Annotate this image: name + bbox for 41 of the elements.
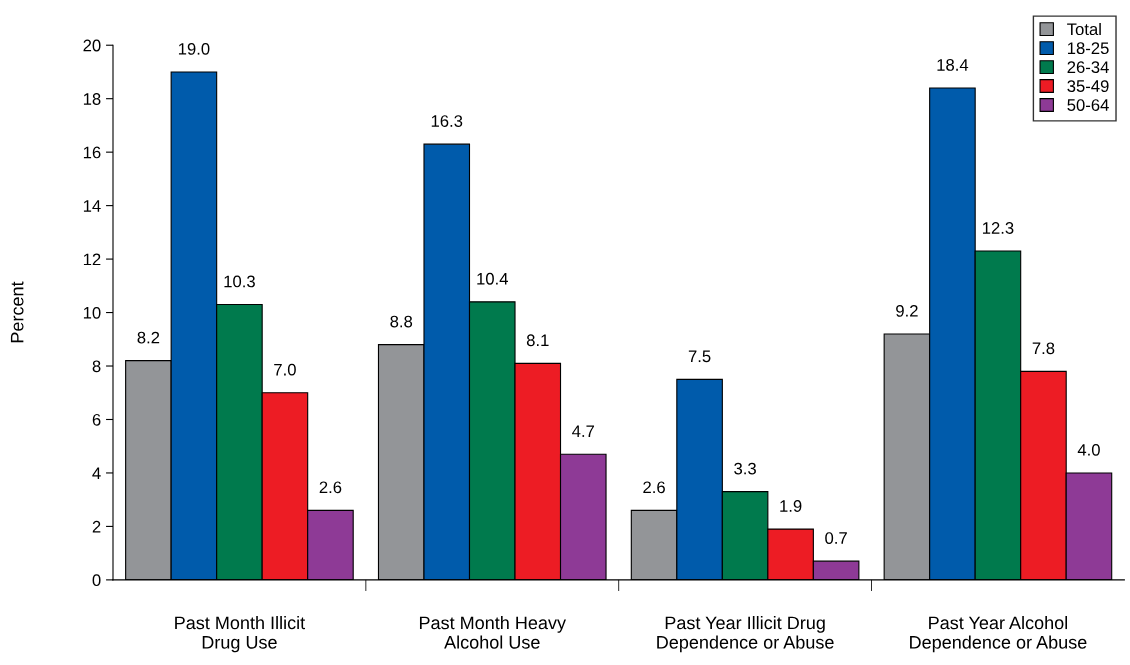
data-label: 7.0 — [274, 363, 296, 376]
data-label: 0.7 — [825, 532, 847, 544]
y-tick-label: 20 — [83, 39, 101, 52]
y-tick-label: 4 — [92, 467, 101, 479]
x-tick-label: Past Month Heavy Alcohol Use — [419, 615, 566, 649]
y-tick-label: 0 — [92, 574, 101, 587]
legend-label: Total — [1067, 22, 1101, 36]
data-label: 9.2 — [896, 304, 918, 317]
legend-label: 35-49 — [1067, 80, 1109, 92]
x-tick-label: Past Year Illicit Drug Dependence or Abuse — [657, 615, 834, 653]
data-label: 8.2 — [137, 331, 160, 344]
data-label: 16.3 — [431, 115, 463, 127]
y-tick-label: 16 — [83, 146, 101, 159]
legend-label: 50-64 — [1067, 99, 1109, 111]
y-tick-label: 6 — [92, 413, 101, 426]
x-tick-label: Past Year Alcohol Dependence or Abuse — [910, 615, 1087, 653]
data-label: 18.4 — [937, 59, 969, 71]
data-label: 19.0 — [178, 42, 210, 55]
data-label: 2.6 — [643, 481, 665, 494]
data-label: 7.8 — [1032, 342, 1055, 355]
data-label: 2.6 — [319, 481, 342, 494]
y-tick-label: 14 — [83, 200, 101, 212]
y-tick-label: 10 — [83, 306, 101, 319]
legend-label: 18-25 — [1068, 42, 1109, 55]
data-label: 4.0 — [1077, 443, 1100, 456]
data-label: 3.3 — [734, 462, 756, 475]
y-tick-label: 12 — [83, 253, 101, 266]
data-label: 8.8 — [390, 315, 413, 328]
data-label: 12.3 — [982, 222, 1014, 234]
data-label: 10.4 — [477, 272, 508, 285]
data-label: 8.1 — [526, 334, 549, 347]
y-tick-label: 8 — [92, 360, 101, 373]
x-tick-label: Past Month Illicit Drug Use — [175, 615, 306, 653]
y-tick-label: 2 — [92, 520, 101, 533]
y-axis-title: Percent — [10, 281, 24, 343]
data-label: 7.5 — [688, 350, 711, 363]
data-label: 1.9 — [780, 500, 802, 512]
data-label: 4.7 — [572, 425, 595, 437]
y-tick-label: 18 — [83, 93, 101, 105]
data-label: 10.3 — [224, 275, 255, 288]
legend-label: 26-34 — [1067, 61, 1109, 74]
